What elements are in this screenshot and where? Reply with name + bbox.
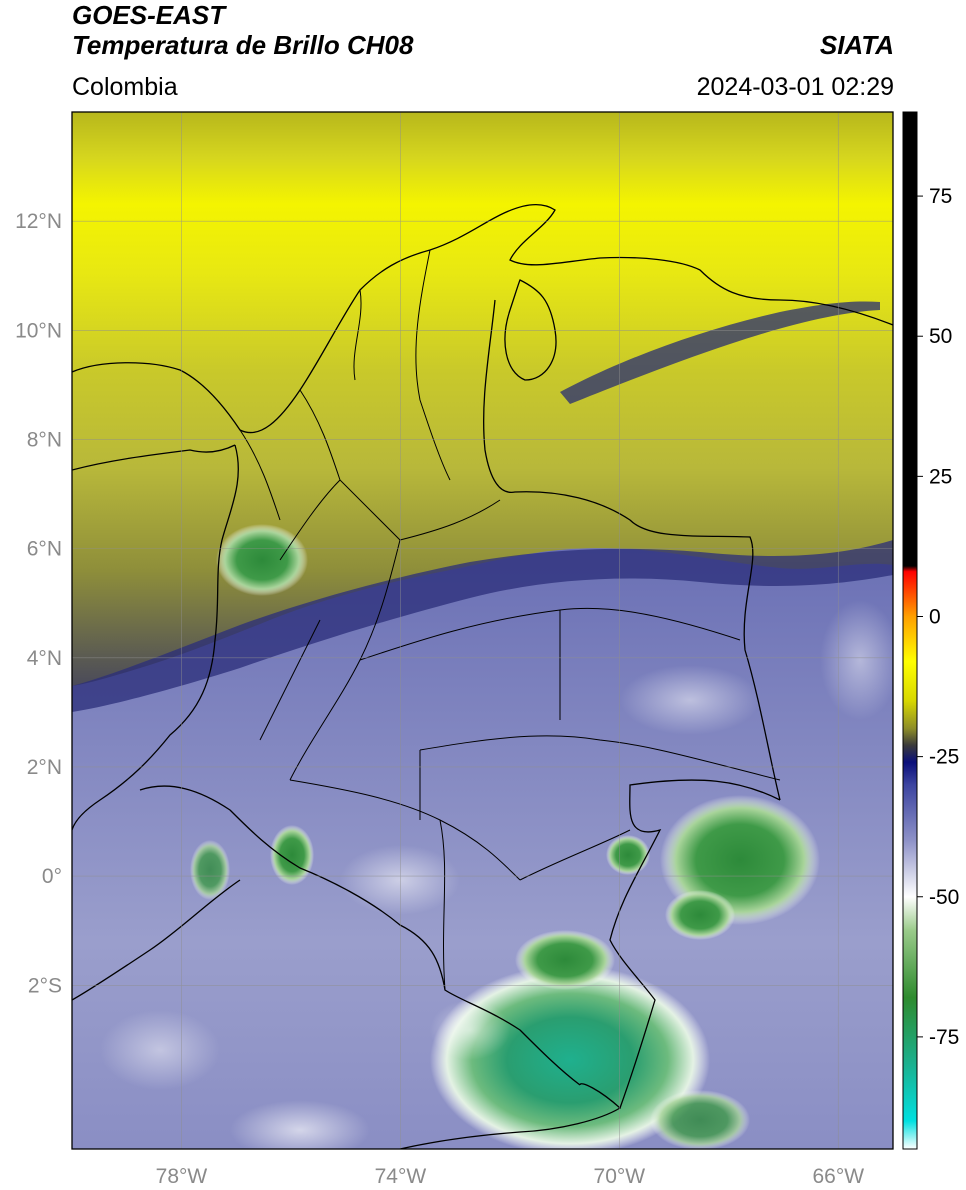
colorbar-tick-label: -25 [929, 746, 959, 769]
cirrus-patch-6 [430, 1000, 510, 1060]
border-panama [72, 444, 236, 471]
lat-tick-label: 2°N [27, 756, 62, 779]
graticule [72, 112, 893, 1149]
lon-tick-label: 78°W [156, 1165, 208, 1188]
lat-tick-label: 4°N [27, 647, 62, 670]
colorbar-tick-label: -50 [929, 886, 959, 909]
timestamp-label: 2024-03-01 02:29 [696, 73, 894, 101]
border-brazil-peru [399, 1107, 621, 1149]
border-colombia-brazil [579, 779, 781, 1110]
colorbar-ticks: 75 50 25 0 -25 -50 -75 [917, 185, 959, 1049]
brand-label: SIATA [819, 30, 894, 60]
border-colombia-venezuela [483, 299, 781, 801]
storm-core-southwest [190, 840, 230, 900]
colorbar-tick-label: 0 [929, 605, 941, 628]
border-colombia-peru [139, 785, 581, 1086]
lon-tick-label: 66°W [812, 1165, 864, 1188]
latitude-labels: 12°N 10°N 8°N 6°N 4°N 2°N 0° 2°S [15, 210, 62, 997]
title-satellite: GOES-EAST [72, 0, 226, 30]
coastline-caribbean [72, 203, 893, 434]
lon-tick-label: 70°W [594, 1165, 646, 1188]
lat-tick-label: 0° [42, 865, 62, 888]
storm-core-east-2 [665, 890, 735, 940]
colorbar-tick-label: 25 [929, 465, 952, 488]
storm-core-andes [216, 524, 308, 596]
lat-tick-label: 6°N [27, 538, 62, 561]
lat-tick-label: 10°N [15, 319, 62, 342]
region-label: Colombia [72, 73, 178, 101]
cirrus-patch-4 [620, 665, 760, 735]
lat-tick-label: 8°N [27, 428, 62, 451]
lake-maracaibo [504, 279, 557, 381]
storm-core-amazon-north [515, 930, 615, 990]
lat-tick-label: 2°S [28, 974, 62, 997]
storm-core-south-east [650, 1090, 750, 1149]
title-product: Temperatura de Brillo CH08 [72, 30, 414, 60]
dark-streak [560, 301, 880, 404]
colorbar: 75 50 25 0 -25 -50 -75 [902, 111, 959, 1150]
coastline-ecuador [72, 879, 241, 1001]
lon-tick-label: 74°W [375, 1165, 427, 1188]
colorbar-tick-label: 75 [929, 185, 952, 208]
coastline-pacific [72, 444, 239, 831]
political-borders [72, 203, 893, 1149]
cirrus-patch-1 [340, 845, 460, 915]
storm-core-guainia [606, 835, 650, 875]
storm-core-pacific [270, 825, 314, 885]
colorbar-tick-label: -75 [929, 1026, 959, 1049]
cirrus-patch-2 [230, 1100, 370, 1149]
colorbar-tick-label: 50 [929, 325, 952, 348]
colorbar-ramp [902, 111, 918, 1150]
dark-transition-band [72, 540, 893, 712]
cirrus-patch-5 [820, 600, 893, 720]
lat-tick-label: 12°N [15, 210, 62, 233]
map-frame [71, 111, 894, 1150]
dept-boundaries [239, 249, 781, 991]
longitude-labels: 78°W 74°W 70°W 66°W [156, 1165, 865, 1188]
brightness-temperature-image [72, 112, 893, 1149]
cirrus-patch-3 [100, 1010, 220, 1090]
